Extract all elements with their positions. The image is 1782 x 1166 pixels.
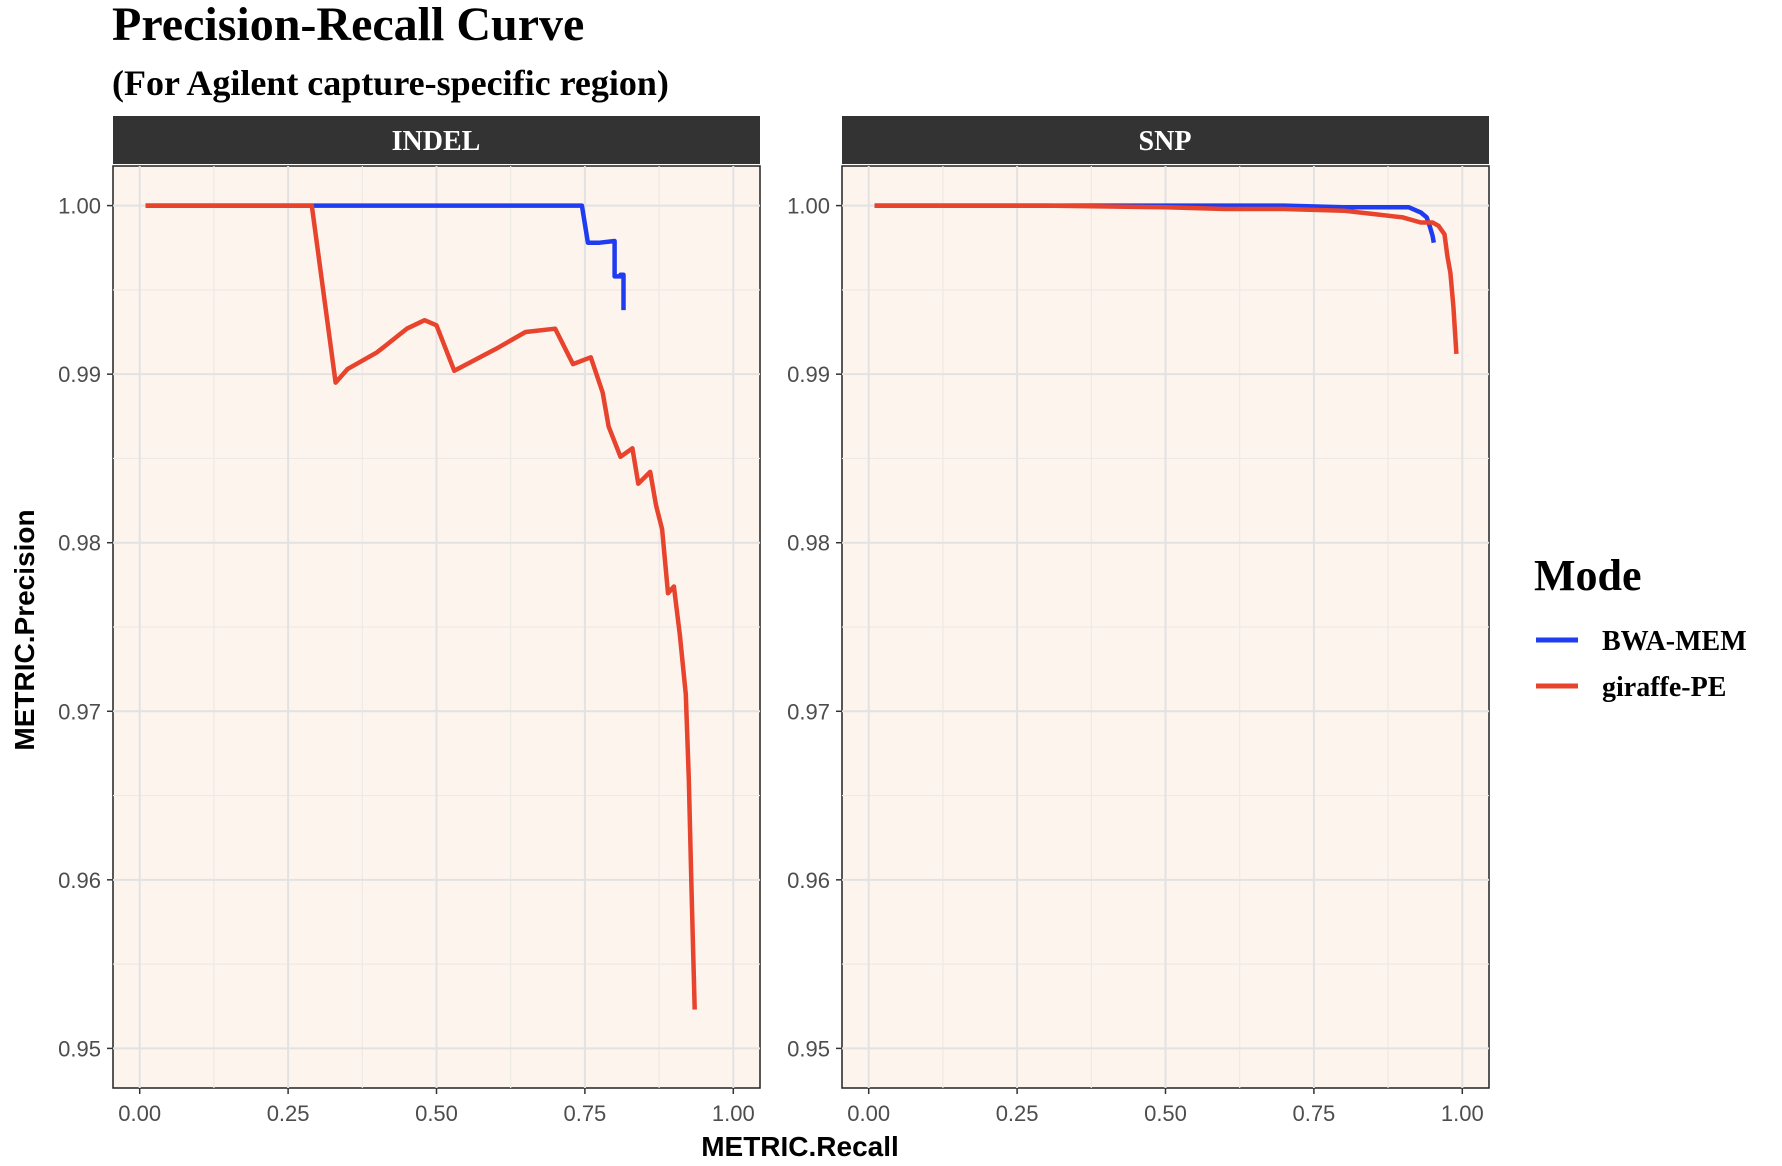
y-tick-label: 0.97 <box>787 699 830 724</box>
series-group-snp <box>874 203 1459 355</box>
strip-label-snp: SNP <box>1139 126 1192 157</box>
y-tick-label: 0.97 <box>58 699 101 724</box>
panel-snp: SNP <box>841 116 1490 1089</box>
legend-label: BWA-MEM <box>1602 626 1747 657</box>
y-tick-label: 0.99 <box>787 362 830 387</box>
y-tick-label: 0.98 <box>58 531 101 556</box>
y-axis-title: METRIC.Precision <box>9 509 40 750</box>
panel-indel: INDEL <box>112 116 761 1089</box>
chart-title: Precision-Recall Curve <box>112 0 584 51</box>
x-tick-label: 0.50 <box>415 1101 458 1126</box>
x-tick-label: 1.00 <box>712 1101 755 1126</box>
y-tick-label: 0.95 <box>787 1036 830 1061</box>
legend-title: Mode <box>1534 551 1642 600</box>
series-line-indel-bwa-mem <box>145 203 626 311</box>
y-tick-labels-indel: 0.95 0.96 0.97 0.98 0.99 1.00 <box>58 194 113 1061</box>
y-tick-label: 1.00 <box>58 194 101 219</box>
legend-label: giraffe-PE <box>1602 672 1726 703</box>
x-tick-label: 0.25 <box>267 1101 310 1126</box>
strip-label-indel: INDEL <box>392 126 481 157</box>
grid-indel <box>113 166 760 1088</box>
x-tick-label: 1.00 <box>1441 1101 1484 1126</box>
y-tick-label: 0.99 <box>58 362 101 387</box>
y-tick-label: 0.98 <box>787 531 830 556</box>
x-axis-title: METRIC.Recall <box>701 1131 899 1162</box>
legend: Mode BWA-MEM giraffe-PE <box>1534 551 1747 703</box>
series-group-indel <box>145 203 697 1010</box>
legend-entries: BWA-MEM giraffe-PE <box>1536 626 1747 703</box>
strip-indel <box>113 116 760 164</box>
series-line-indel-giraffe-pe <box>145 203 697 1010</box>
series-line-snp-giraffe-pe <box>874 203 1459 355</box>
x-tick-label: 0.50 <box>1144 1101 1187 1126</box>
y-tick-label: 0.96 <box>58 868 101 893</box>
x-tick-label: 0.00 <box>847 1101 890 1126</box>
strip-snp <box>842 116 1489 164</box>
x-tick-label: 0.00 <box>118 1101 161 1126</box>
chart-subtitle: (For Agilent capture-specific region) <box>112 63 669 103</box>
x-tick-label: 0.75 <box>1292 1101 1335 1126</box>
x-tick-label: 0.75 <box>563 1101 606 1126</box>
y-tick-label: 1.00 <box>787 194 830 219</box>
x-tick-labels-indel: 0.00 0.25 0.50 0.75 1.00 <box>118 1088 755 1126</box>
y-tick-label: 0.95 <box>58 1036 101 1061</box>
x-tick-labels-snp: 0.00 0.25 0.50 0.75 1.00 <box>847 1088 1484 1126</box>
y-tick-labels-snp: 0.95 0.96 0.97 0.98 0.99 1.00 <box>787 194 842 1061</box>
x-tick-label: 0.25 <box>996 1101 1039 1126</box>
y-tick-label: 0.96 <box>787 868 830 893</box>
